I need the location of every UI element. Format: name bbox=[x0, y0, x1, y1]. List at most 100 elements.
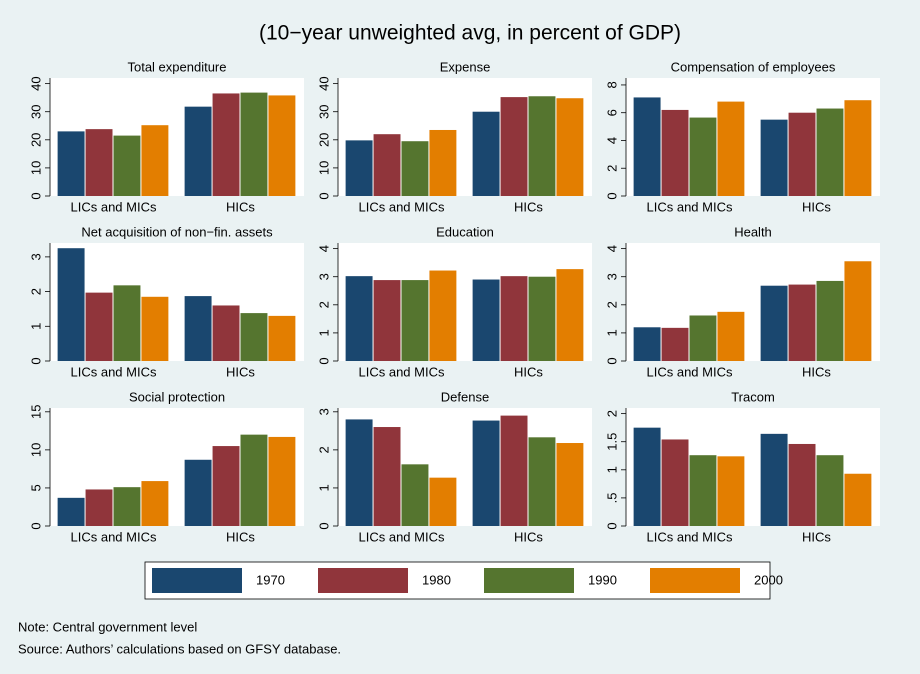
x-tick-label: HICs bbox=[514, 529, 543, 544]
y-tick-label: 2 bbox=[604, 410, 619, 417]
bar bbox=[401, 464, 429, 526]
bar bbox=[212, 93, 240, 196]
y-tick-label: 20 bbox=[28, 133, 43, 147]
bar bbox=[788, 284, 816, 361]
x-tick-label: LICs and MICs bbox=[359, 199, 445, 214]
bar bbox=[184, 106, 212, 196]
y-tick-label: 0 bbox=[316, 192, 331, 199]
y-tick-label: 0 bbox=[604, 357, 619, 364]
legend-label: 1980 bbox=[422, 572, 451, 587]
y-tick-label: 2 bbox=[316, 446, 331, 453]
bar bbox=[788, 112, 816, 196]
bar bbox=[141, 296, 169, 361]
bar bbox=[57, 248, 85, 361]
bar bbox=[240, 313, 268, 361]
panel-title: Compensation of employees bbox=[671, 59, 836, 74]
x-tick-label: LICs and MICs bbox=[71, 199, 157, 214]
bar bbox=[113, 285, 141, 361]
y-tick-label: 4 bbox=[316, 245, 331, 252]
bar bbox=[373, 427, 401, 526]
bar bbox=[472, 111, 500, 196]
bar bbox=[184, 296, 212, 361]
bar bbox=[240, 92, 268, 196]
panel-title: Expense bbox=[440, 59, 491, 74]
y-tick-label: 1 bbox=[604, 466, 619, 473]
y-tick-label: 0 bbox=[316, 357, 331, 364]
x-tick-label: LICs and MICs bbox=[71, 364, 157, 379]
bar bbox=[373, 134, 401, 196]
panel-title: Education bbox=[436, 224, 494, 239]
panel-title: Total expenditure bbox=[127, 59, 226, 74]
y-tick-label: 1 bbox=[316, 329, 331, 336]
x-tick-label: HICs bbox=[226, 364, 255, 379]
y-tick-label: 0 bbox=[28, 522, 43, 529]
y-tick-label: 20 bbox=[316, 133, 331, 147]
bar bbox=[113, 135, 141, 196]
bar bbox=[844, 261, 872, 361]
bar bbox=[661, 439, 689, 526]
bar bbox=[500, 276, 528, 361]
y-tick-label: 0 bbox=[316, 522, 331, 529]
bar bbox=[556, 269, 584, 361]
y-tick-label: 2 bbox=[28, 288, 43, 295]
panel-title: Tracom bbox=[731, 389, 775, 404]
y-tick-label: 1.5 bbox=[604, 433, 619, 451]
bar bbox=[268, 315, 296, 361]
bar bbox=[472, 279, 500, 361]
x-tick-label: HICs bbox=[802, 364, 831, 379]
bar bbox=[113, 487, 141, 526]
bar bbox=[268, 436, 296, 526]
panel-title: Net acquisition of non−fin. assets bbox=[81, 224, 273, 239]
y-tick-label: 3 bbox=[316, 408, 331, 415]
y-tick-label: 5 bbox=[28, 484, 43, 491]
bar bbox=[429, 129, 457, 196]
legend-label: 2000 bbox=[754, 572, 783, 587]
chart-title: (10−year unweighted avg, in percent of G… bbox=[259, 22, 681, 45]
bar bbox=[401, 280, 429, 361]
bar bbox=[184, 459, 212, 526]
bar bbox=[401, 141, 429, 196]
y-tick-label: 2 bbox=[316, 301, 331, 308]
bar bbox=[85, 489, 113, 526]
x-tick-label: LICs and MICs bbox=[647, 529, 733, 544]
x-tick-label: HICs bbox=[514, 364, 543, 379]
legend-label: 1970 bbox=[256, 572, 285, 587]
bar bbox=[633, 97, 661, 196]
y-tick-label: 1 bbox=[604, 329, 619, 336]
legend-swatch bbox=[152, 568, 242, 593]
y-tick-label: 1 bbox=[316, 484, 331, 491]
bar bbox=[57, 131, 85, 196]
panel-title: Defense bbox=[441, 389, 489, 404]
x-tick-label: LICs and MICs bbox=[359, 364, 445, 379]
y-tick-label: 0 bbox=[604, 522, 619, 529]
y-tick-label: 10 bbox=[28, 443, 43, 457]
y-tick-label: 10 bbox=[28, 161, 43, 175]
bar bbox=[373, 280, 401, 361]
y-tick-label: 30 bbox=[28, 104, 43, 118]
bar bbox=[760, 285, 788, 361]
bar bbox=[816, 280, 844, 361]
y-tick-label: 0 bbox=[604, 192, 619, 199]
panel-title: Social protection bbox=[129, 389, 225, 404]
bar bbox=[816, 108, 844, 196]
y-tick-label: .5 bbox=[604, 492, 619, 503]
y-tick-label: 4 bbox=[604, 137, 619, 144]
panel-title: Health bbox=[734, 224, 772, 239]
bar bbox=[345, 419, 373, 526]
bar bbox=[429, 270, 457, 361]
bar bbox=[556, 443, 584, 526]
y-tick-label: 6 bbox=[604, 109, 619, 116]
bar bbox=[268, 95, 296, 196]
y-tick-label: 0 bbox=[28, 357, 43, 364]
y-tick-label: 10 bbox=[316, 161, 331, 175]
bar bbox=[212, 305, 240, 361]
x-tick-label: HICs bbox=[514, 199, 543, 214]
bar bbox=[240, 434, 268, 526]
bar bbox=[212, 446, 240, 526]
bar bbox=[661, 327, 689, 361]
bar bbox=[85, 292, 113, 361]
bar bbox=[689, 455, 717, 526]
bar bbox=[633, 327, 661, 361]
x-tick-label: HICs bbox=[226, 199, 255, 214]
